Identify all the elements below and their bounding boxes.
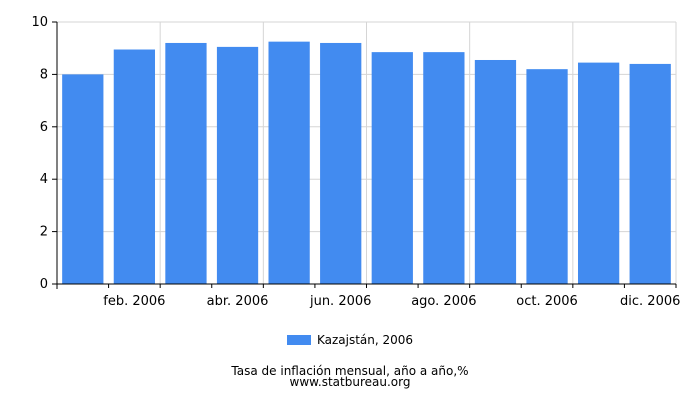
bar — [526, 69, 568, 284]
legend-label: Kazajstán, 2006 — [316, 333, 414, 347]
legend: Kazajstán, 2006 — [0, 333, 700, 348]
y-tick-label: 8 — [40, 67, 48, 82]
x-tick-label: dic. 2006 — [620, 294, 680, 309]
bar — [474, 59, 517, 284]
x-tick-label: oct. 2006 — [516, 294, 578, 309]
x-tick-label: abr. 2006 — [207, 294, 269, 309]
bar — [577, 62, 620, 284]
x-tick-label: jun. 2006 — [309, 294, 371, 309]
source-url: www.statbureau.org — [289, 375, 411, 389]
bar — [216, 46, 259, 284]
x-tick-label: ago. 2006 — [411, 294, 476, 309]
y-tick-label: 0 — [40, 277, 48, 292]
y-tick-label: 4 — [40, 172, 48, 187]
bar-chart: 0 2 4 6 8 10 feb. 2006 abr. 2006 jun. 2006 ago. 2… — [31, 15, 680, 309]
bar — [113, 49, 156, 285]
chart-caption: Tasa de inflación mensual, año a año,% — [231, 364, 469, 378]
y-tick-label: 10 — [31, 15, 48, 30]
bar — [629, 63, 671, 284]
bar — [268, 41, 310, 285]
legend-swatch — [286, 335, 311, 345]
bar — [62, 74, 104, 285]
x-tick-label: feb. 2006 — [103, 294, 165, 309]
bar — [423, 52, 465, 284]
bar — [165, 42, 207, 285]
y-tick-label: 6 — [40, 120, 48, 135]
bar — [320, 42, 362, 285]
bar — [371, 52, 413, 284]
y-tick-label: 2 — [40, 225, 48, 240]
